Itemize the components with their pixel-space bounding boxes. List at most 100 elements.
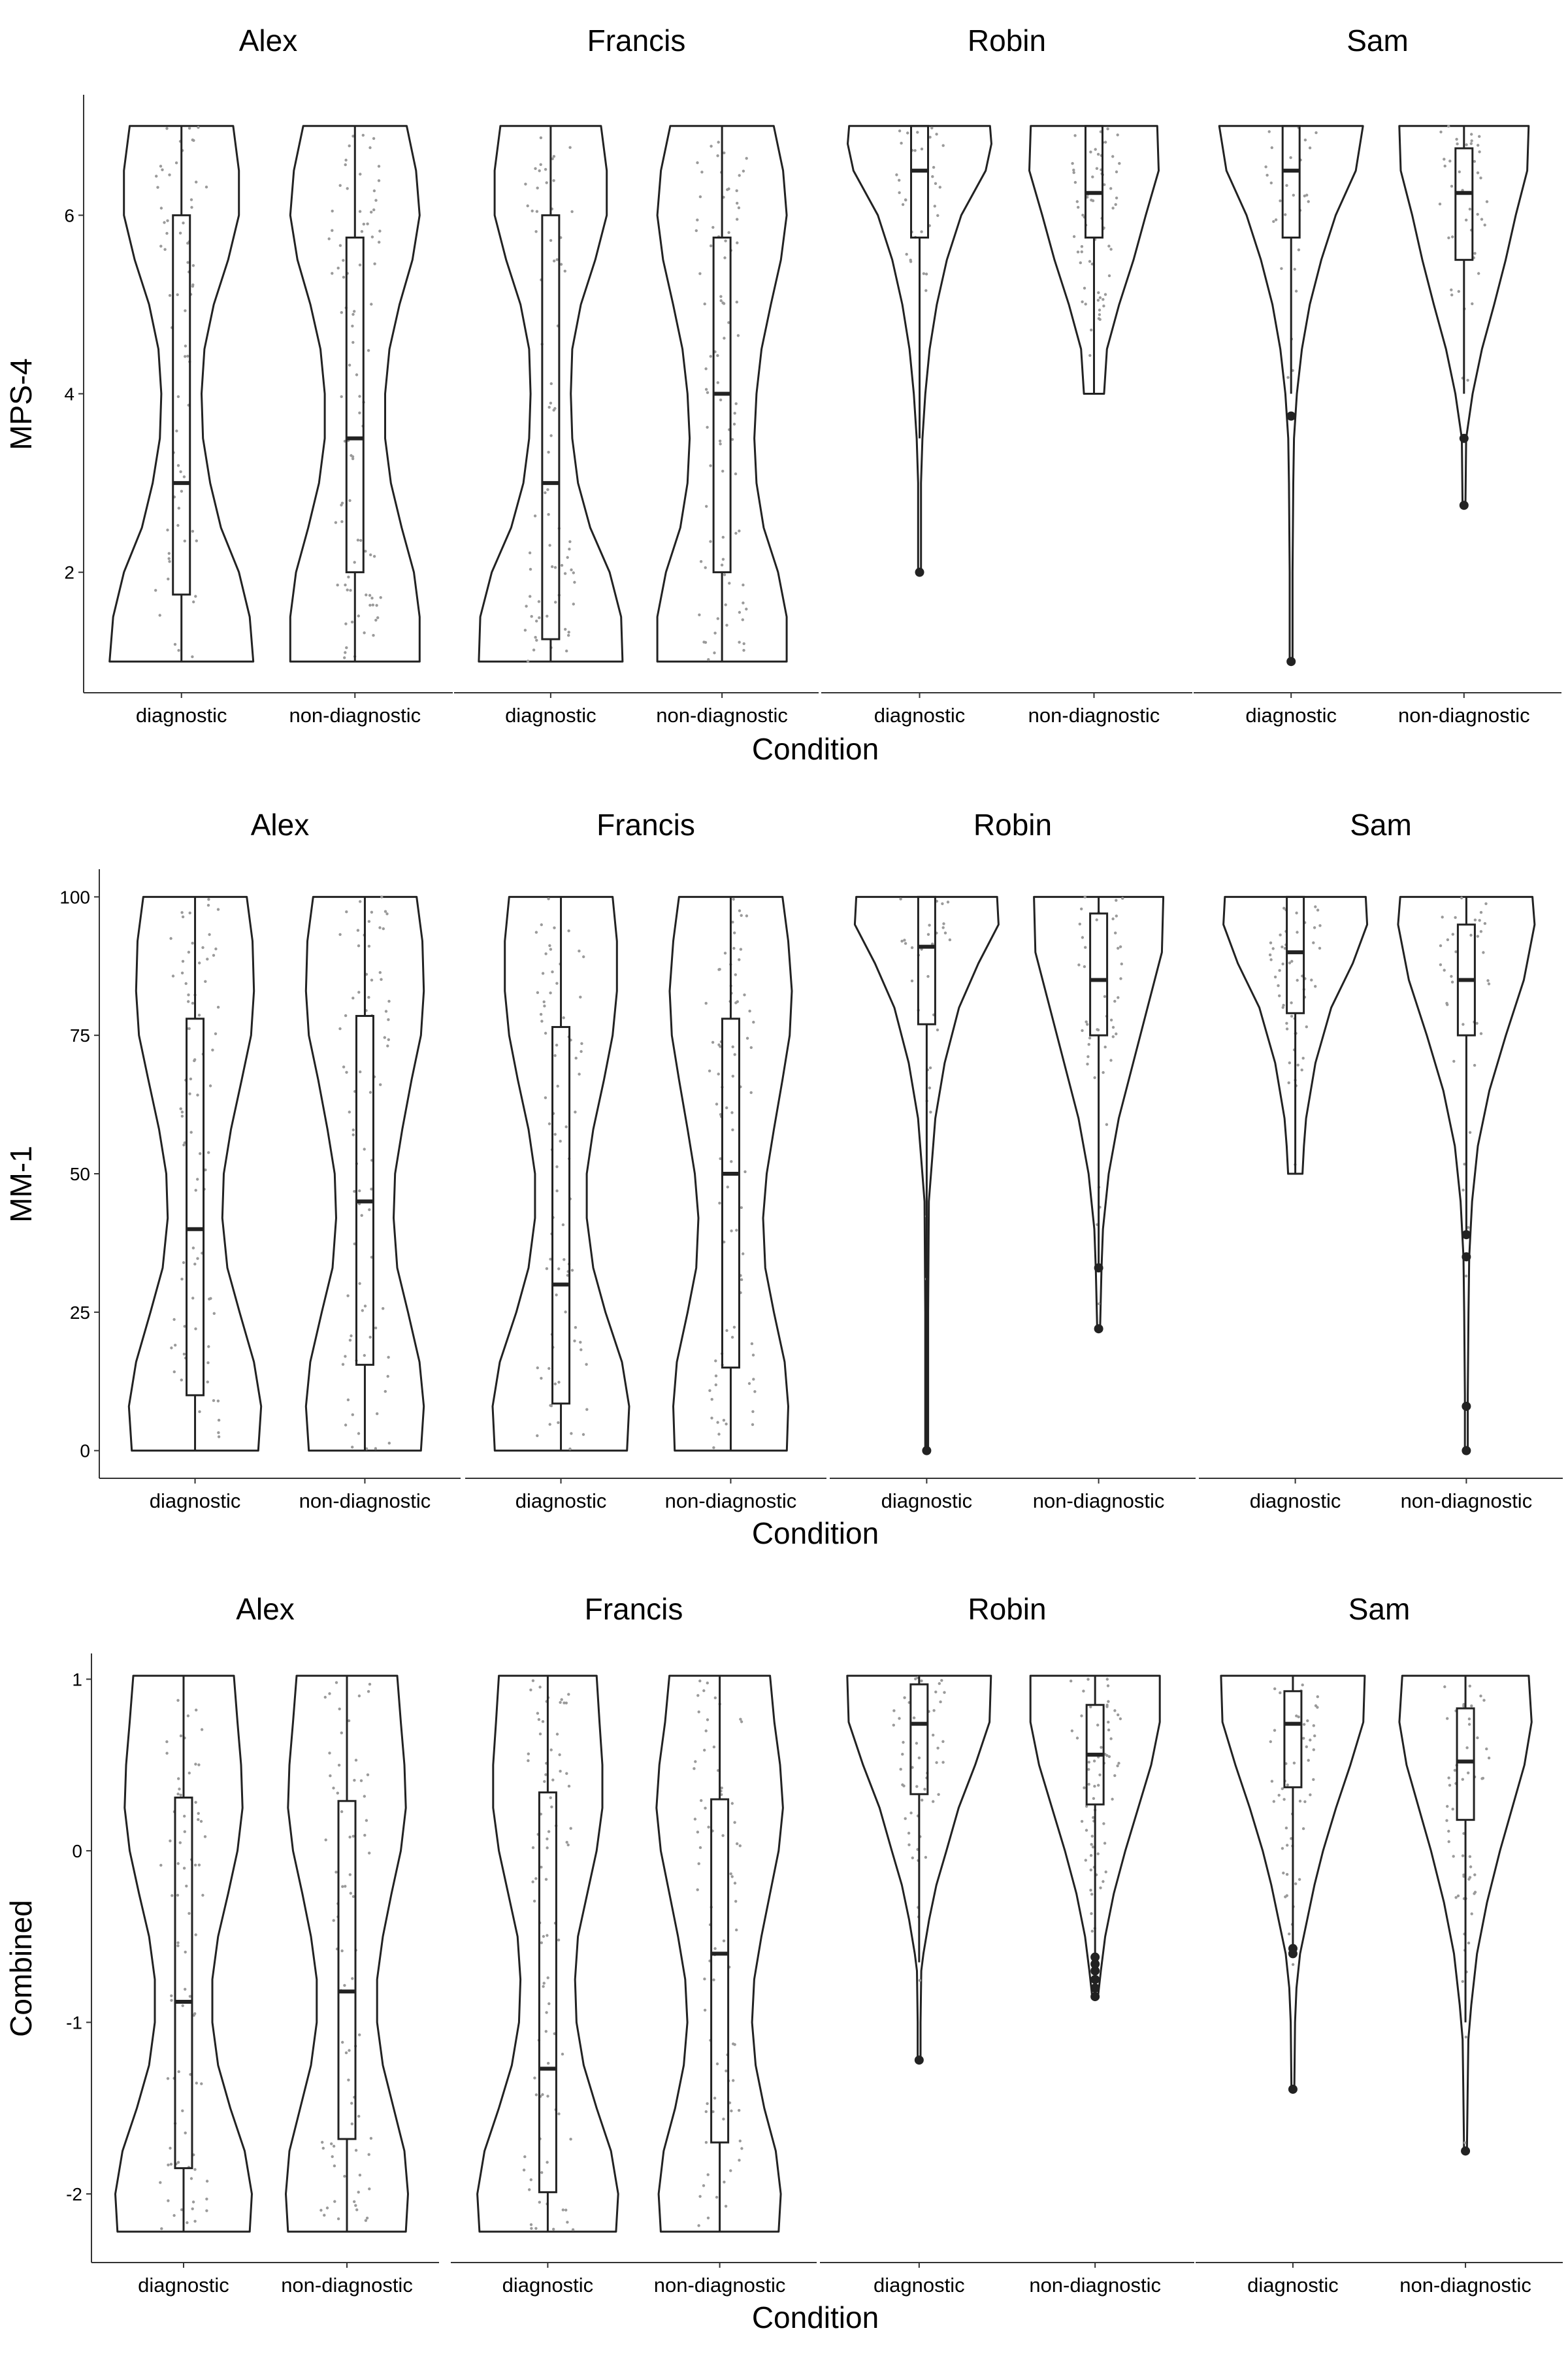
- jitter-point: [354, 1759, 358, 1762]
- jitter-point: [195, 539, 198, 542]
- jitter-point: [340, 520, 344, 523]
- jitter-point: [1079, 261, 1083, 265]
- panel-strip-label: Alex: [236, 1592, 294, 1626]
- jitter-point: [350, 1334, 353, 1338]
- jitter-point: [182, 1352, 186, 1356]
- jitter-point: [565, 1840, 568, 1844]
- jitter-point: [732, 946, 736, 950]
- jitter-point: [199, 1819, 203, 1823]
- jitter-point: [1272, 220, 1275, 224]
- jitter-point: [753, 1390, 757, 1393]
- jitter-point: [703, 1977, 706, 1981]
- jitter-point: [914, 1677, 917, 1681]
- jitter-point: [566, 2221, 569, 2224]
- jitter-point: [180, 1114, 184, 1118]
- jitter-point: [732, 897, 735, 901]
- jitter-point: [717, 1072, 720, 1076]
- jitter-point: [1473, 1892, 1476, 1895]
- jitter-point: [534, 931, 538, 934]
- jitter-point: [193, 1263, 197, 1266]
- jitter-point: [1270, 146, 1274, 150]
- jitter-point: [892, 1723, 896, 1727]
- jitter-point: [735, 189, 738, 192]
- jitter-point: [547, 2002, 551, 2006]
- jitter-point: [356, 539, 360, 542]
- jitter-point: [1270, 1780, 1274, 1783]
- x-axis-title: Condition: [752, 732, 879, 766]
- jitter-point: [709, 464, 712, 467]
- jitter-point: [351, 1977, 354, 1980]
- jitter-point: [1313, 1734, 1316, 1738]
- jitter-point: [357, 1432, 361, 1435]
- jitter-point: [191, 942, 194, 945]
- jitter-point: [183, 539, 186, 542]
- jitter-point: [935, 1761, 938, 1765]
- x-tick-label: non-diagnostic: [654, 2274, 786, 2297]
- jitter-point: [730, 1802, 734, 1805]
- jitter-point: [367, 2153, 370, 2156]
- jitter-point: [348, 1835, 351, 1839]
- jitter-point: [548, 544, 551, 547]
- jitter-point: [1303, 194, 1307, 197]
- jitter-point: [898, 178, 901, 182]
- jitter-point: [545, 2011, 548, 2014]
- jitter-point: [736, 1842, 739, 1846]
- jitter-point: [708, 1069, 711, 1072]
- jitter-point: [730, 1160, 733, 1163]
- jitter-point: [733, 1053, 736, 1056]
- jitter-point: [368, 593, 372, 597]
- jitter-point: [372, 208, 376, 212]
- jitter-point: [725, 623, 728, 627]
- jitter-point: [323, 2214, 326, 2217]
- jitter-point: [331, 272, 334, 275]
- jitter-point: [910, 979, 914, 983]
- jitter-point: [340, 395, 343, 399]
- jitter-point: [910, 946, 914, 950]
- jitter-point: [1105, 1754, 1109, 1757]
- jitter-point: [1103, 995, 1107, 999]
- jitter-point: [1094, 148, 1097, 151]
- jitter-point: [338, 184, 342, 187]
- jitter-point: [378, 229, 382, 233]
- jitter-point: [1479, 1032, 1483, 1035]
- jitter-point: [561, 1223, 565, 1227]
- jitter-point: [345, 910, 348, 914]
- jitter-point: [368, 2187, 371, 2191]
- jitter-point: [1083, 286, 1086, 290]
- jitter-point: [346, 187, 349, 190]
- jitter-point: [563, 572, 567, 575]
- jitter-point: [924, 289, 928, 292]
- jitter-point: [1084, 303, 1087, 306]
- jitter-point: [742, 169, 745, 173]
- jitter-point: [1282, 1004, 1285, 1007]
- violin-shape: [853, 895, 1000, 1452]
- jitter-point: [182, 222, 185, 225]
- jitter-point: [189, 1131, 193, 1134]
- jitter-point: [1307, 1759, 1310, 1762]
- jitter-point: [727, 187, 730, 191]
- jitter-point: [525, 605, 528, 608]
- jitter-point: [909, 260, 913, 263]
- jitter-point: [549, 382, 553, 386]
- jitter-point: [200, 2082, 203, 2085]
- jitter-point: [720, 1786, 723, 1789]
- jitter-point: [563, 1258, 566, 1261]
- jitter-point: [538, 2200, 541, 2204]
- jitter-point: [564, 627, 567, 631]
- outlier-point: [1459, 501, 1469, 510]
- jitter-point: [733, 412, 736, 415]
- jitter-point: [1084, 946, 1087, 949]
- jitter-point: [739, 1717, 742, 1721]
- jitter-point: [706, 2216, 710, 2219]
- jitter-point: [722, 2117, 725, 2121]
- jitter-point: [546, 2161, 549, 2164]
- jitter-point: [734, 472, 738, 476]
- jitter-point: [565, 1772, 568, 1775]
- jitter-point: [168, 293, 172, 297]
- jitter-point: [348, 2049, 351, 2052]
- jitter-point: [905, 252, 908, 256]
- jitter-point: [336, 1791, 339, 1795]
- jitter-point: [738, 174, 741, 177]
- jitter-point: [1281, 945, 1284, 949]
- jitter-point: [1301, 1827, 1305, 1831]
